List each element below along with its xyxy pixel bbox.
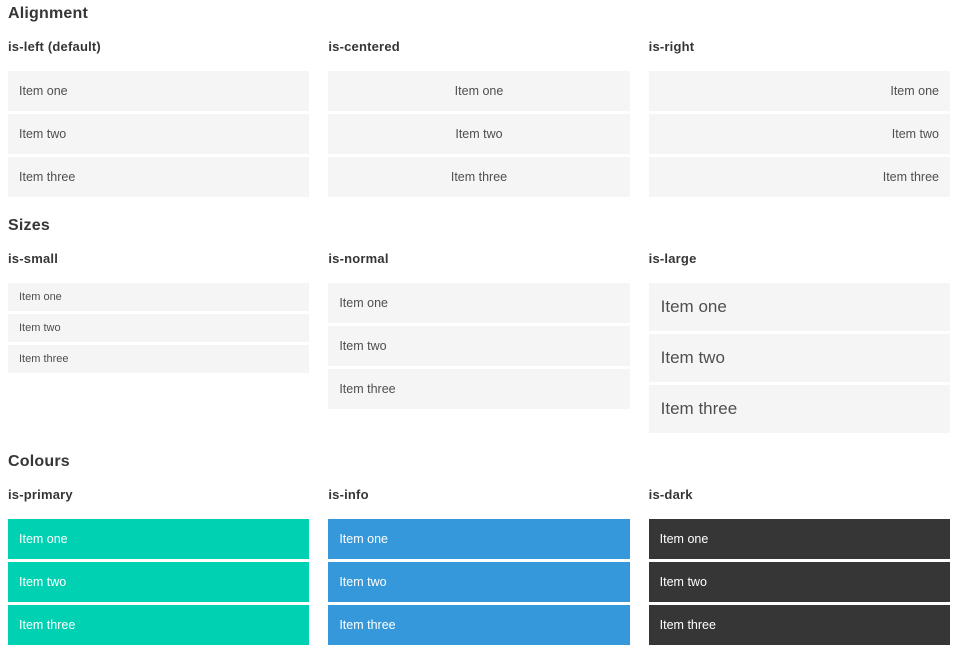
section-title: Sizes	[8, 217, 50, 234]
list-item[interactable]: Item two	[648, 334, 950, 382]
list-item[interactable]: Item one	[648, 283, 950, 331]
item-list-large: Item one Item two Item three	[648, 283, 950, 433]
list-component-demo-page: Alignment is-left (default) Item one Ite…	[8, 6, 950, 645]
item-list-left: Item one Item two Item three	[8, 71, 310, 197]
list-item[interactable]: Item three	[648, 385, 950, 433]
column-is-normal: is-normal Item one Item two Item three	[328, 251, 630, 409]
list-item[interactable]: Item one	[328, 71, 630, 111]
column-is-left: is-left (default) Item one Item two Item…	[8, 39, 310, 197]
list-item[interactable]: Item three	[8, 157, 310, 197]
list-item[interactable]: Item three	[328, 605, 630, 645]
column-heading: is-right	[648, 39, 695, 54]
sizes-grid: is-small Item one Item two Item three is…	[8, 252, 950, 433]
list-item[interactable]: Item two	[648, 562, 950, 602]
item-list-normal: Item one Item two Item three	[328, 283, 630, 409]
section-sizes: Sizes is-small Item one Item two Item th…	[8, 218, 950, 433]
column-heading: is-small	[8, 251, 59, 266]
item-list-small: Item one Item two Item three	[8, 283, 310, 373]
column-is-dark: is-dark Item one Item two Item three	[648, 487, 950, 645]
column-is-centered: is-centered Item one Item two Item three	[328, 39, 630, 197]
colours-grid: is-primary Item one Item two Item three …	[8, 488, 950, 645]
list-item[interactable]: Item two	[328, 562, 630, 602]
column-is-info: is-info Item one Item two Item three	[328, 487, 630, 645]
column-is-small: is-small Item one Item two Item three	[8, 251, 310, 373]
list-item[interactable]: Item three	[648, 157, 950, 197]
list-item[interactable]: Item one	[8, 283, 310, 311]
column-heading: is-normal	[328, 251, 389, 266]
list-item[interactable]: Item one	[8, 519, 310, 559]
column-heading: is-primary	[8, 487, 73, 502]
list-item[interactable]: Item one	[648, 519, 950, 559]
column-is-right: is-right Item one Item two Item three	[648, 39, 950, 197]
item-list-centered: Item one Item two Item three	[328, 71, 630, 197]
list-item[interactable]: Item three	[328, 157, 630, 197]
list-item[interactable]: Item one	[8, 71, 310, 111]
column-heading: is-centered	[328, 39, 400, 54]
list-item[interactable]: Item two	[8, 562, 310, 602]
column-is-primary: is-primary Item one Item two Item three	[8, 487, 310, 645]
list-item[interactable]: Item three	[8, 345, 310, 373]
section-title: Alignment	[8, 5, 89, 22]
list-item[interactable]: Item two	[8, 314, 310, 342]
list-item[interactable]: Item one	[648, 71, 950, 111]
column-heading: is-large	[648, 251, 697, 266]
item-list-right: Item one Item two Item three	[648, 71, 950, 197]
alignment-grid: is-left (default) Item one Item two Item…	[8, 40, 950, 197]
list-item[interactable]: Item three	[328, 369, 630, 409]
column-heading: is-left (default)	[8, 39, 101, 54]
list-item[interactable]: Item two	[648, 114, 950, 154]
section-colours: Colours is-primary Item one Item two Ite…	[8, 454, 950, 645]
column-heading: is-info	[328, 487, 369, 502]
list-item[interactable]: Item one	[328, 519, 630, 559]
list-item[interactable]: Item three	[648, 605, 950, 645]
list-item[interactable]: Item one	[328, 283, 630, 323]
column-is-large: is-large Item one Item two Item three	[648, 251, 950, 433]
list-item[interactable]: Item two	[8, 114, 310, 154]
item-list-primary: Item one Item two Item three	[8, 519, 310, 645]
section-alignment: Alignment is-left (default) Item one Ite…	[8, 6, 950, 197]
item-list-info: Item one Item two Item three	[328, 519, 630, 645]
list-item[interactable]: Item two	[328, 326, 630, 366]
list-item[interactable]: Item three	[8, 605, 310, 645]
list-item[interactable]: Item two	[328, 114, 630, 154]
column-heading: is-dark	[648, 487, 693, 502]
item-list-dark: Item one Item two Item three	[648, 519, 950, 645]
section-title: Colours	[8, 453, 70, 470]
